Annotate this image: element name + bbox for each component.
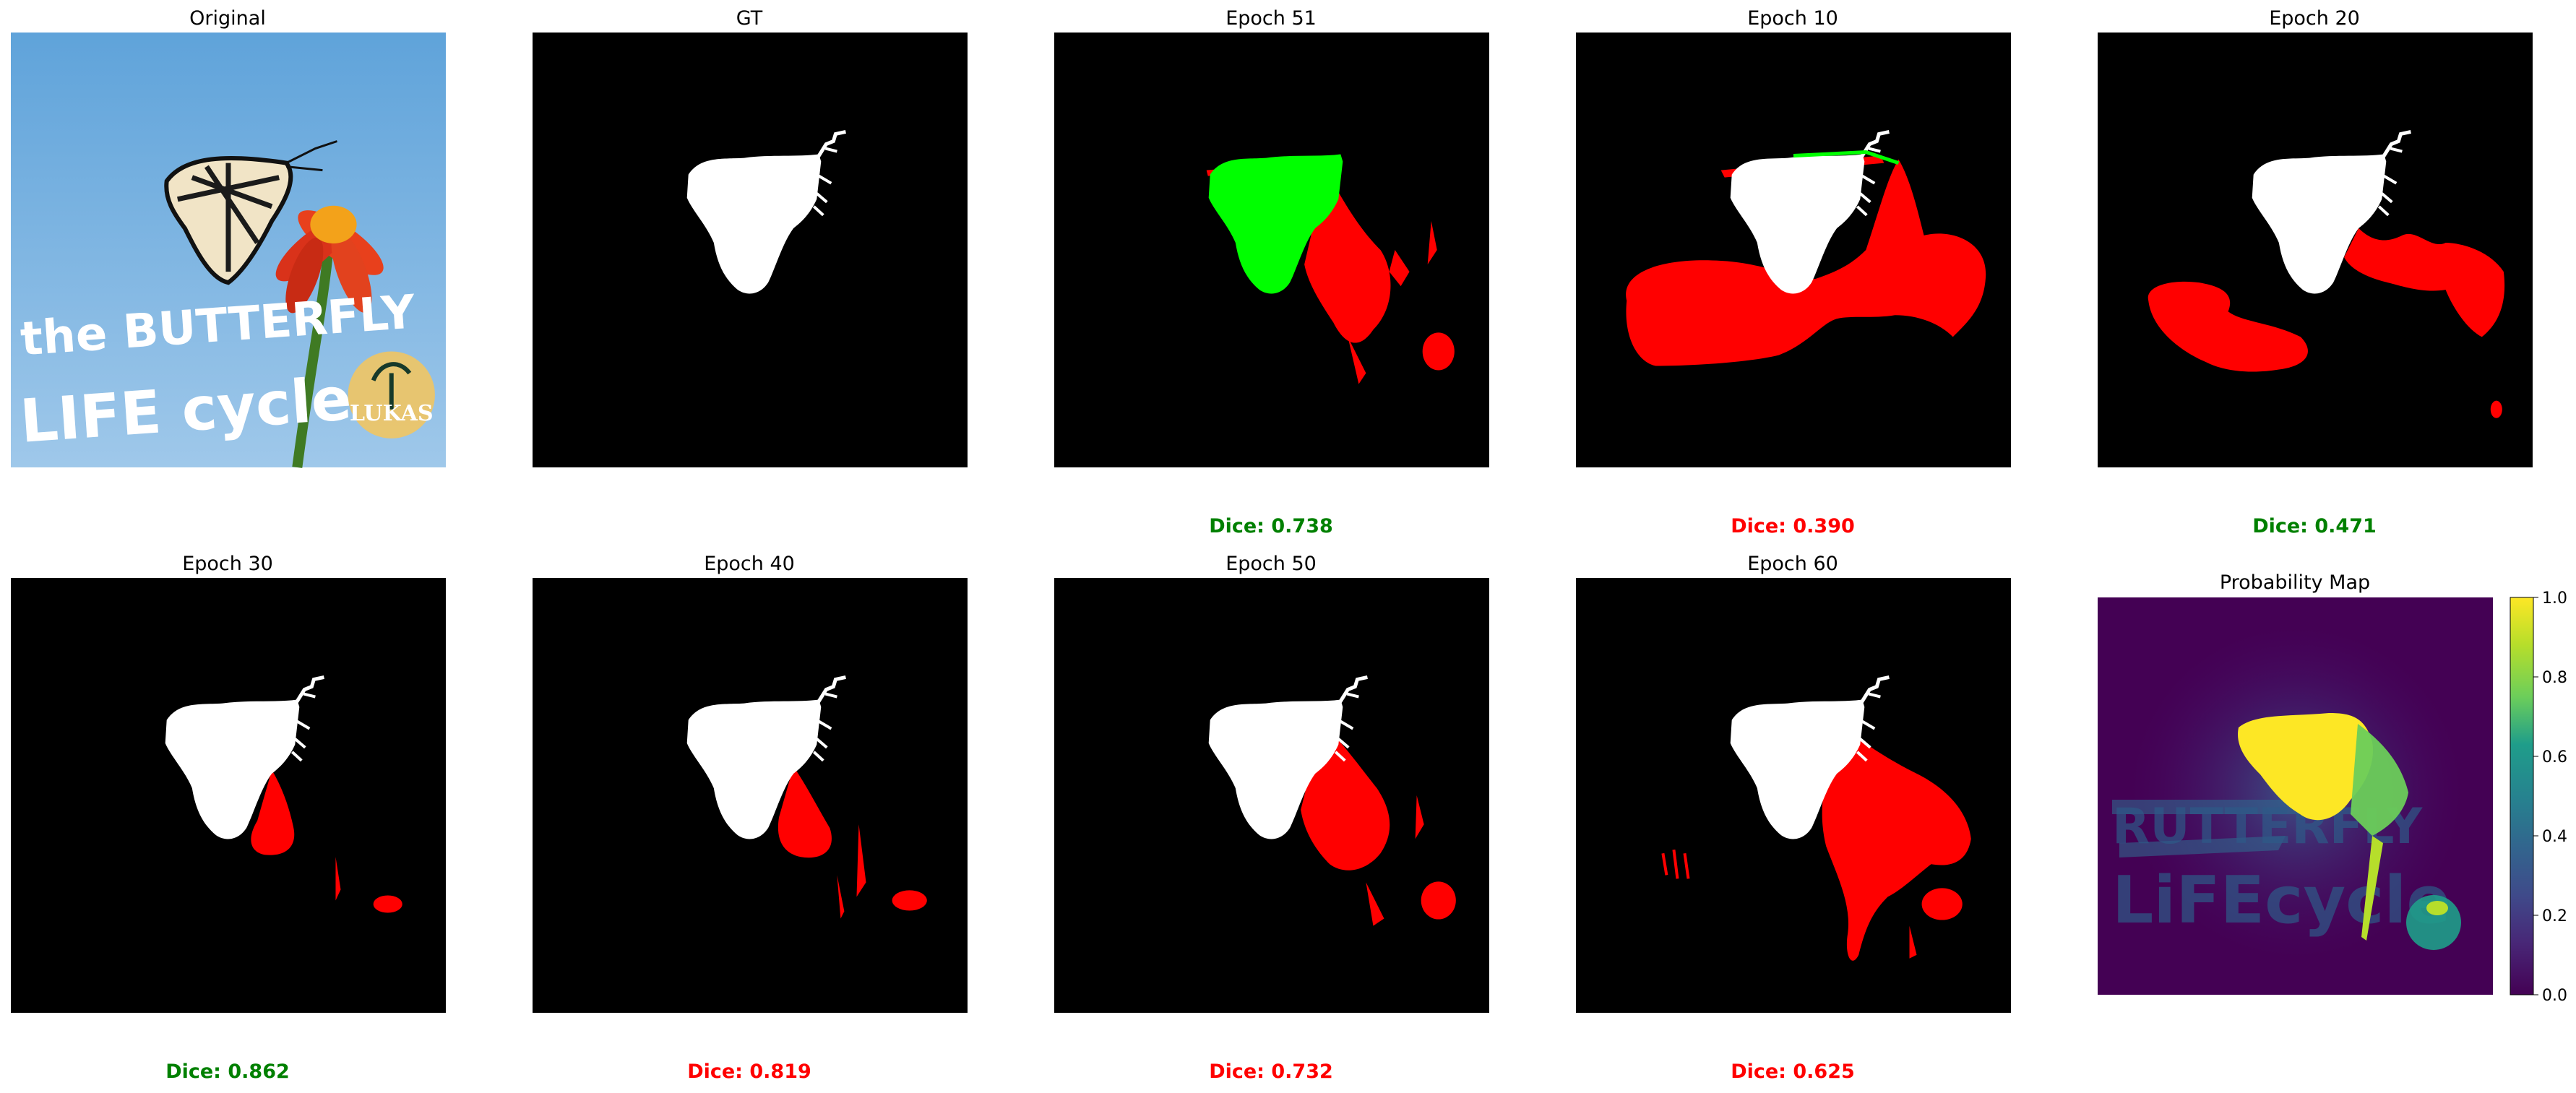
panel-title-epoch51: Epoch 51 (1225, 7, 1317, 30)
panel-probability-map: Probability Map RUTTERFLY LiFEcycle 0.0 (2098, 571, 2567, 1005)
panel-title-gt: GT (736, 7, 763, 30)
colorbar-ticks: 0.0 0.2 0.4 0.6 0.8 1.0 (2533, 589, 2567, 1005)
colorbar-tick-label: 0.4 (2542, 828, 2567, 846)
dice-label-epoch51: Dice: 0.738 (1209, 515, 1333, 537)
colorbar: 0.0 0.2 0.4 0.6 0.8 1.0 (2510, 589, 2567, 1005)
panel-epoch40: Epoch 40 Dice: 0.819 (533, 553, 968, 1083)
panel-title-epoch30: Epoch 30 (182, 553, 273, 575)
colorbar-gradient (2510, 597, 2534, 995)
highlight-region (1208, 154, 1343, 294)
colorbar-tick-label: 1.0 (2542, 589, 2567, 608)
false-positive-region (1661, 722, 1994, 969)
panel-original: Original the BUTTERFLY LIFE cycle (11, 7, 446, 468)
flower-icon (275, 205, 384, 314)
panel-title-epoch10: Epoch 10 (1747, 7, 1838, 30)
panel-title-epoch60: Epoch 60 (1747, 553, 1838, 575)
highlight-region (1793, 150, 1900, 165)
dice-label-epoch10: Dice: 0.390 (1731, 515, 1855, 537)
false-positive-region (777, 766, 927, 919)
dice-label-epoch50: Dice: 0.732 (1209, 1060, 1333, 1083)
logo-text: LUKAS (350, 401, 434, 426)
panel-title-epoch20: Epoch 20 (2269, 7, 2360, 30)
dice-label-epoch30: Dice: 0.862 (165, 1060, 290, 1083)
false-positive-region (2148, 228, 2505, 418)
dice-label-epoch60: Dice: 0.625 (1731, 1060, 1855, 1083)
colorbar-tick-label: 0.0 (2542, 987, 2567, 1005)
panel-epoch51: Epoch 51 Dice: 0.738 (1054, 7, 1489, 537)
heatmap: RUTTERFLY LiFEcycle (2098, 597, 2493, 995)
panel-epoch60: Epoch 60 Dice: 0.625 (1576, 553, 2011, 1083)
panel-epoch50: Epoch 50 Dice: 0.732 (1054, 553, 1489, 1083)
dice-label-epoch20: Dice: 0.471 (2252, 515, 2377, 537)
butterfly-icon (164, 140, 337, 285)
colorbar-tick-label: 0.2 (2542, 907, 2567, 925)
logo: LUKAS (348, 351, 435, 439)
panel-title-original: Original (189, 7, 266, 30)
panel-epoch30: Epoch 30 Dice: 0.862 (11, 553, 446, 1083)
colorbar-tick-label: 0.6 (2542, 748, 2567, 766)
colorbar-tick-label: 0.8 (2542, 669, 2567, 687)
panel-epoch20: Epoch 20 Dice: 0.471 (2098, 7, 2533, 537)
panel-title-epoch40: Epoch 40 (704, 553, 795, 575)
panel-title-epoch50: Epoch 50 (1225, 553, 1317, 575)
svg-text:LiFEcycle: LiFEcycle (2112, 863, 2450, 938)
dice-label-epoch40: Dice: 0.819 (687, 1060, 811, 1083)
panel-title-probability-map: Probability Map (2220, 571, 2370, 594)
panel-epoch10: Epoch 10 Dice: 0.390 (1576, 7, 2011, 537)
false-positive-region (251, 769, 402, 919)
panel-gt: GT (533, 7, 968, 467)
flower-stem (292, 249, 334, 468)
